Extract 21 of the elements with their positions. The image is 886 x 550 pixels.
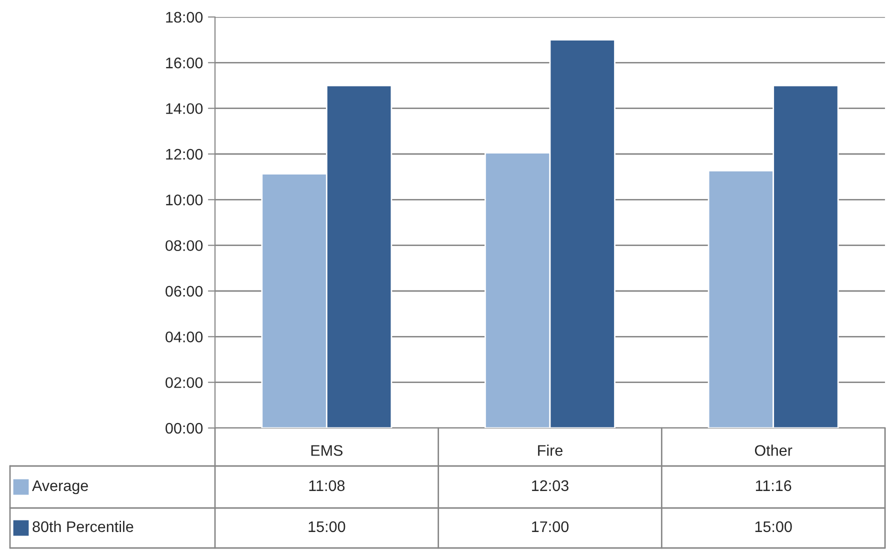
y-tick-label: 04:00 (166, 332, 203, 342)
y-tick-label: 08:00 (166, 240, 203, 252)
data-label: 11:08 (309, 480, 345, 492)
y-tick-label: 06:00 (166, 286, 203, 297)
data-label: 11:16 (756, 480, 792, 492)
data-label: 15:00 (755, 521, 792, 532)
legend-label: Average (32, 480, 88, 494)
y-tick-label: 02:00 (166, 377, 203, 388)
x-tick-label: Other (754, 444, 792, 456)
data-label: 12:03 (532, 480, 568, 492)
data-label: 15:00 (308, 521, 346, 532)
x-tick-label: Fire (538, 444, 562, 456)
legend-label: 80th Percentile (32, 520, 134, 532)
y-tick-label: 14:00 (166, 103, 203, 114)
y-tick-label: 00:00 (166, 422, 203, 434)
y-tick-label: 12:00 (166, 148, 203, 160)
y-tick-label: 18:00 (166, 12, 203, 23)
data-label: 17:00 (532, 521, 569, 532)
y-tick-label: 16:00 (166, 58, 203, 68)
x-tick-label: EMS (311, 445, 343, 456)
y-tick-label: 10:00 (166, 194, 203, 206)
